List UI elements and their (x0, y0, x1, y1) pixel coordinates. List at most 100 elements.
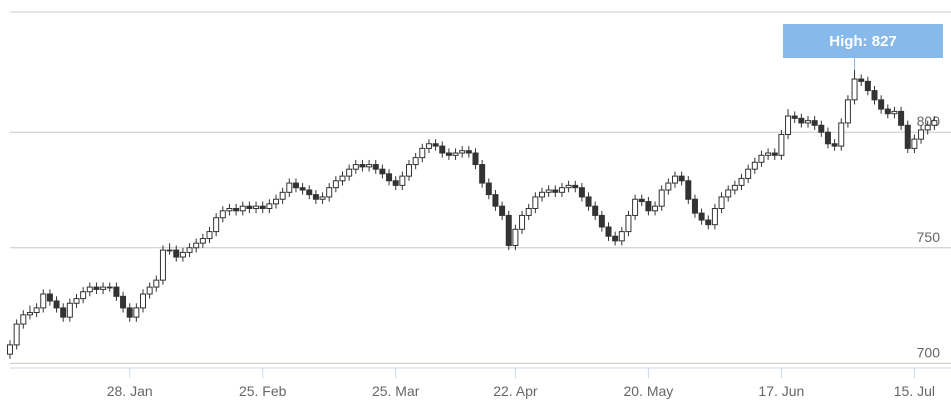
candle-body (665, 182, 672, 191)
candle-body (931, 120, 938, 126)
candle-body (40, 293, 47, 309)
candle-body (725, 189, 732, 198)
candle-body (891, 110, 898, 115)
candle-body (505, 214, 512, 246)
candle-body (386, 173, 393, 182)
candle-body (731, 184, 738, 191)
candle-body (73, 298, 80, 304)
candle-body (86, 286, 93, 293)
candle-body (525, 207, 532, 216)
candle-body (439, 145, 446, 154)
candle-body (645, 201, 652, 212)
candle-body (705, 219, 712, 226)
candle-body (146, 286, 153, 295)
candle-body (485, 182, 492, 196)
candle-body (738, 177, 745, 186)
candle-body (133, 307, 140, 318)
candle-body (173, 249, 180, 258)
candle-body (585, 196, 592, 207)
candle-body (93, 286, 100, 290)
candle-body (652, 205, 659, 212)
candle-body (638, 198, 645, 203)
candle-body (326, 187, 333, 198)
candle-body (678, 175, 685, 182)
candle-body (718, 196, 725, 209)
candle-body (226, 207, 233, 212)
candle-body (552, 189, 559, 193)
candle-body (658, 189, 665, 207)
candle-body (199, 238, 206, 244)
candle-body (359, 164, 366, 168)
candle-body (711, 207, 718, 226)
candle-body (465, 150, 472, 154)
candle-body (219, 210, 226, 219)
candle-body (120, 295, 127, 309)
candle-body (791, 115, 798, 119)
candle-body (612, 235, 619, 242)
candle-body (339, 175, 346, 182)
candle-body (306, 189, 313, 196)
candle-body (33, 307, 40, 314)
candle-body (519, 214, 526, 230)
candle-body (292, 182, 299, 189)
candle-body (332, 180, 339, 189)
candle-body (745, 168, 752, 179)
candle-body (805, 120, 811, 124)
candle-body (844, 99, 851, 124)
candle-body (319, 196, 326, 200)
candle-body (419, 147, 426, 159)
candle-body (924, 124, 931, 131)
x-tick-label: 25. Mar (372, 383, 420, 399)
candle-body (592, 205, 599, 216)
candle-body (625, 214, 632, 233)
candle-body (80, 291, 87, 300)
candle-body (312, 194, 319, 200)
candle-body (838, 122, 845, 147)
x-tick-label: 17. Jun (758, 383, 804, 399)
candle-body (824, 131, 831, 145)
candle-body (7, 344, 13, 355)
candle-body (259, 205, 266, 209)
candle-body (758, 154, 765, 163)
candle-body (884, 108, 891, 115)
candle-body (532, 196, 539, 209)
candle-body (778, 134, 785, 156)
candle-body (299, 187, 306, 191)
candle-body (379, 168, 386, 175)
candle-body (578, 187, 585, 198)
candle-body (253, 205, 260, 209)
candle-body (279, 191, 286, 200)
candle-body (366, 164, 373, 168)
candle-body (545, 189, 552, 193)
candle-body (445, 152, 452, 156)
candle-body (858, 78, 865, 82)
candle-body (273, 198, 279, 205)
candle-body (392, 180, 399, 186)
candle-body (831, 143, 838, 147)
candle-body (66, 302, 73, 318)
candle-body (632, 198, 639, 216)
candle-body (685, 180, 692, 200)
candle-body (346, 168, 353, 177)
candle-body (399, 175, 406, 186)
candle-body (492, 194, 499, 207)
candle-body (771, 152, 778, 156)
candle-body (60, 307, 67, 318)
candle-body (113, 286, 120, 297)
candle-body (412, 157, 419, 166)
candle-body (765, 152, 772, 156)
candle-body (26, 312, 33, 316)
candle-body (565, 184, 572, 189)
candle-body (352, 164, 359, 170)
candle-body (691, 198, 698, 214)
candle-body (239, 205, 246, 212)
candle-body (53, 300, 60, 309)
candle-body (785, 115, 792, 136)
candle-body (618, 231, 625, 242)
flag-label: High: 827 (829, 33, 897, 50)
candle-body (425, 143, 432, 149)
candle-body (179, 251, 186, 258)
candle-body (166, 249, 173, 252)
candle-body (472, 152, 479, 166)
candle-body (598, 214, 605, 228)
